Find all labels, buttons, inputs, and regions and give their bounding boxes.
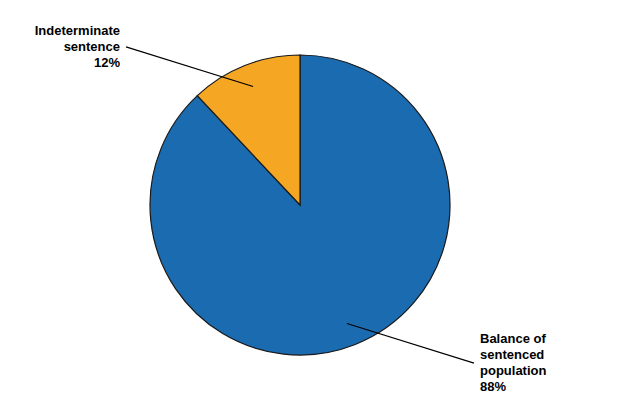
pie [150, 55, 450, 355]
data-label: 12% [94, 55, 120, 70]
leader-line [347, 324, 474, 364]
data-label: 88% [480, 379, 506, 394]
data-label: Balance of [480, 331, 546, 346]
data-label: Indeterminate [35, 23, 120, 38]
chart: Balance ofsentencedpopulation88% Indeterm… [0, 0, 634, 407]
leader-line [126, 47, 253, 87]
data-label: population [480, 363, 546, 378]
labels: Balance ofsentencedpopulation88% Indeterm… [35, 23, 547, 394]
data-label: sentenced [480, 347, 544, 362]
pie-slice [197, 55, 300, 205]
pie-slice [150, 55, 450, 355]
data-label: sentence [64, 39, 120, 54]
